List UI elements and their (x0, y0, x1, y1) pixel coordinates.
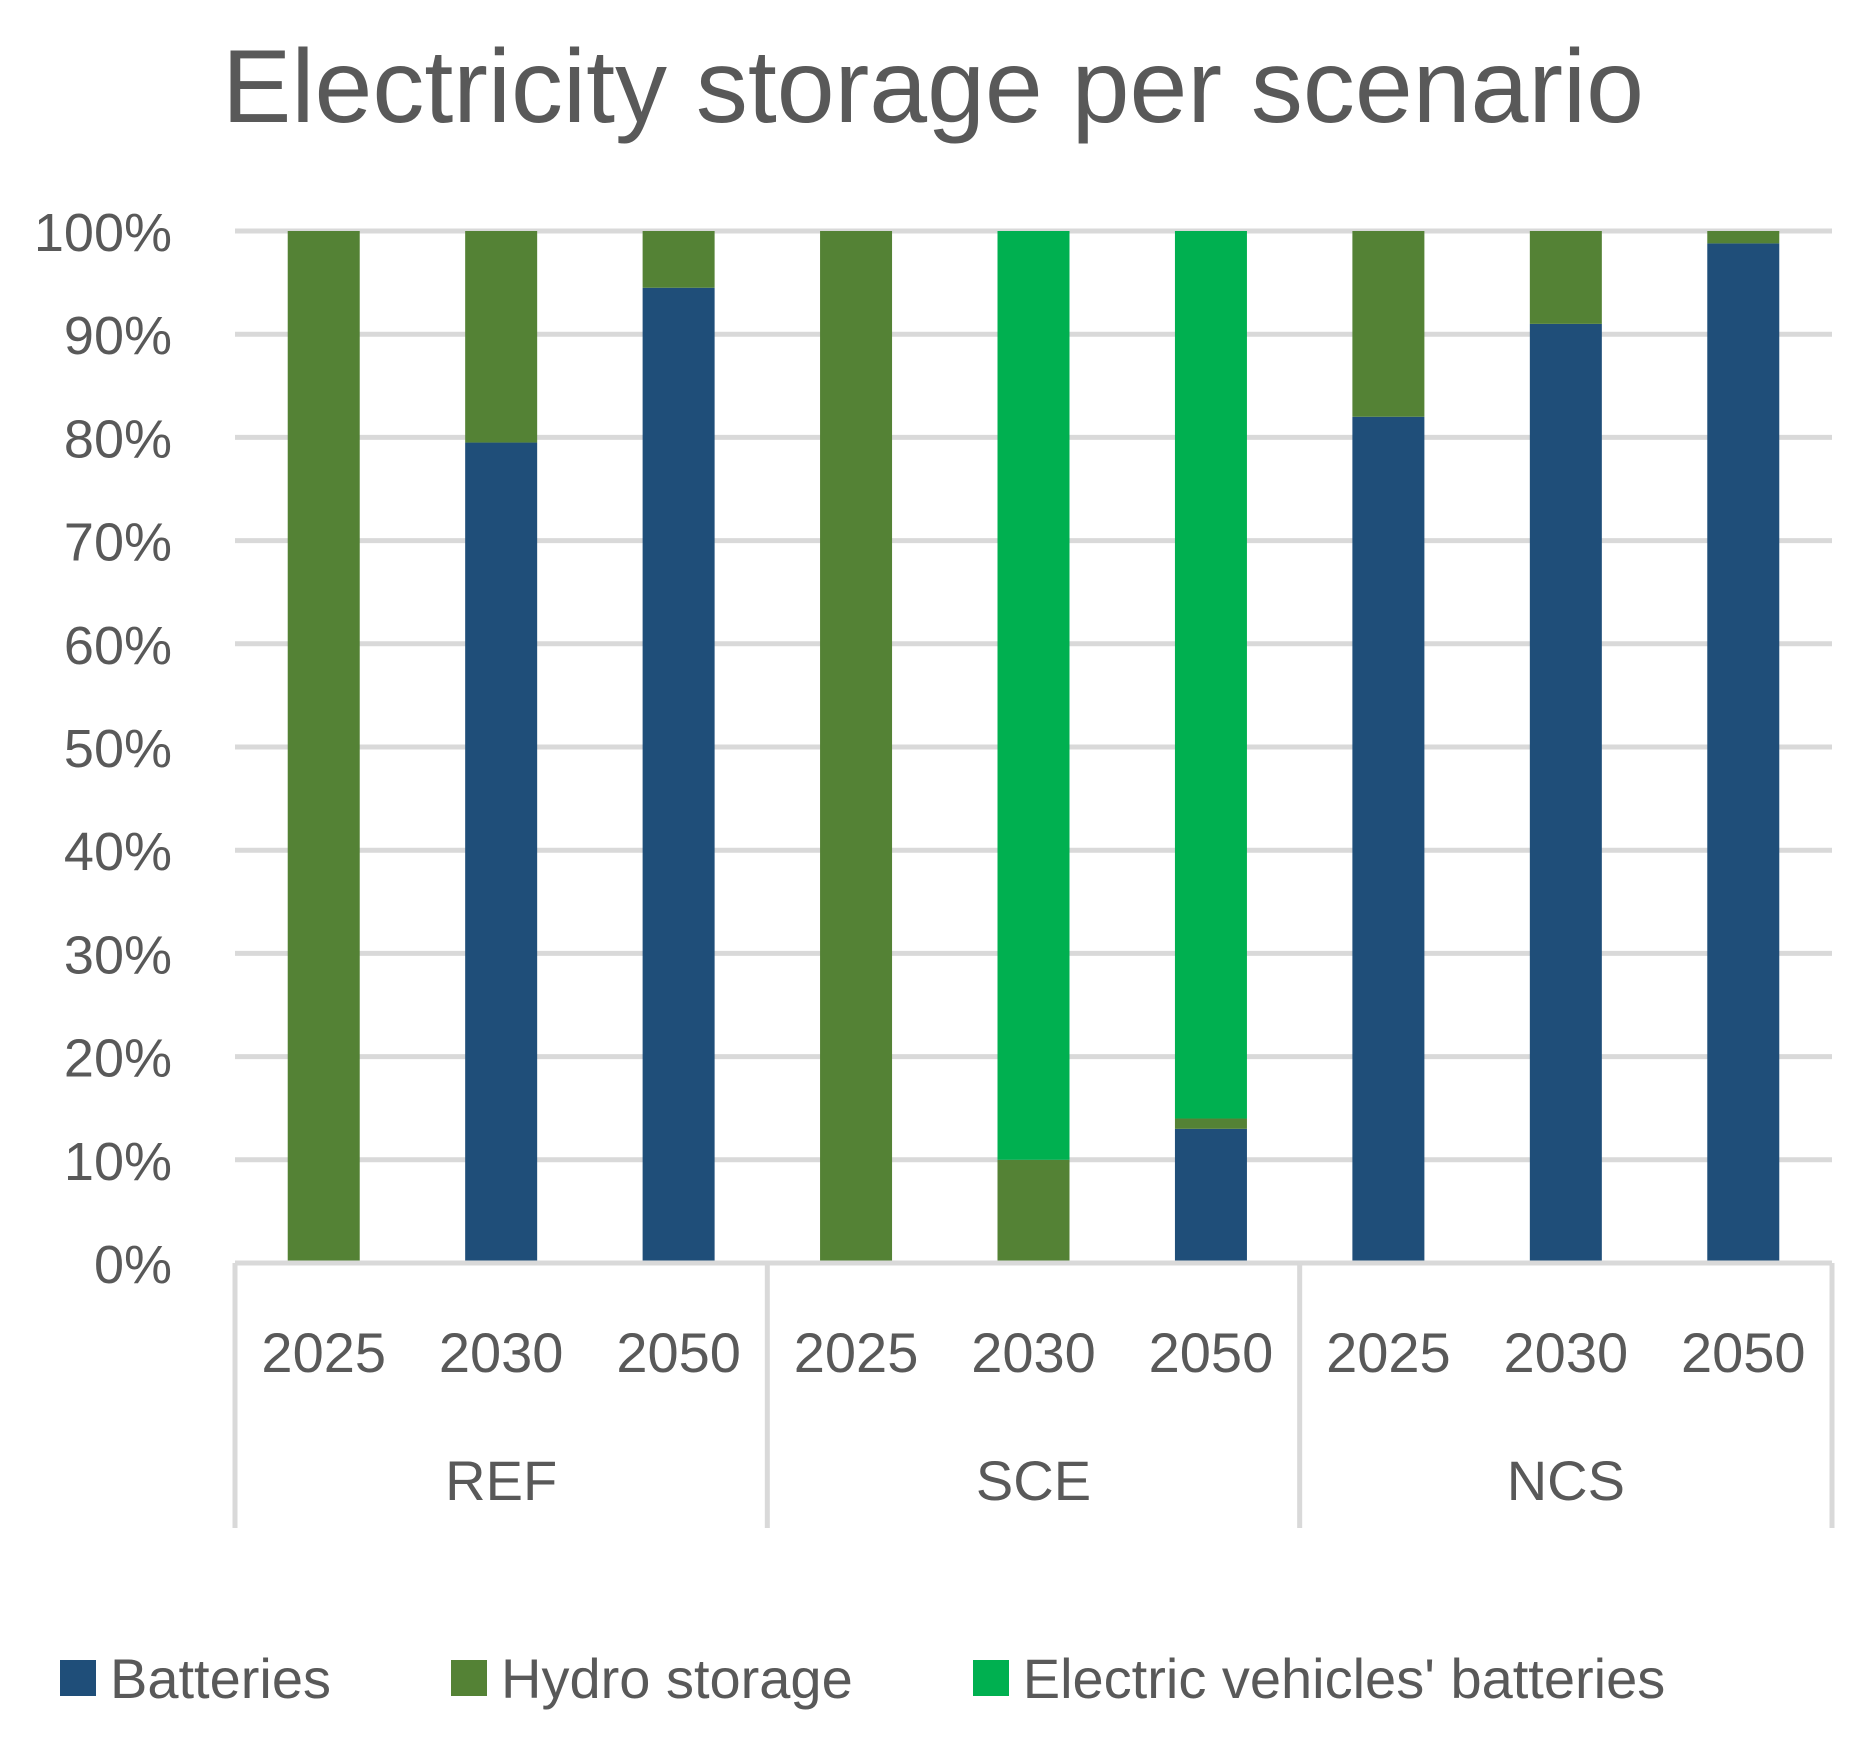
bar-segment (820, 231, 893, 1263)
group-label: REF (445, 1449, 557, 1512)
bar-segment (1352, 231, 1425, 417)
x-tick-label: 2050 (1149, 1321, 1274, 1384)
y-tick-label: 10% (64, 1132, 172, 1192)
axes (232, 1260, 1835, 1528)
legend-label: Electric vehicles' batteries (1022, 1646, 1666, 1710)
y-tick-label: 20% (64, 1029, 172, 1089)
legend-item: Electric vehicles' batteries (972, 1646, 1666, 1711)
y-tick-label: 30% (64, 925, 172, 985)
bar-segment (465, 442, 538, 1263)
y-tick-label: 0% (94, 1235, 172, 1295)
group-label: NCS (1507, 1449, 1625, 1512)
legend-item: Batteries (60, 1646, 331, 1711)
bar-segment (1174, 231, 1247, 1119)
legend-item: Hydro storage (451, 1646, 853, 1711)
y-tick-label: 60% (64, 616, 172, 676)
bars (287, 231, 1780, 1263)
bar-segment (1707, 231, 1780, 244)
y-tick-label: 90% (64, 306, 172, 366)
bar-segment (465, 231, 538, 443)
x-tick-label: 2030 (1504, 1321, 1629, 1384)
bar-segment (642, 287, 715, 1263)
bar-segment (1352, 416, 1425, 1263)
y-tick-label: 70% (64, 513, 172, 573)
legend-swatch (451, 1660, 487, 1696)
bar-segment (997, 1159, 1070, 1263)
bar-segment (1174, 1118, 1247, 1129)
group-label: SCE (976, 1449, 1091, 1512)
legend-swatch (60, 1660, 96, 1696)
y-tick-label: 40% (64, 822, 172, 882)
bar-segment (997, 231, 1070, 1160)
bar-segment (287, 231, 360, 1263)
bar-segment (1174, 1128, 1247, 1263)
x-tick-label: 2025 (261, 1321, 386, 1384)
legend: Batteries Hydro storage Electric vehicles'… (60, 1638, 1840, 1718)
x-tick-label: 2050 (1681, 1321, 1806, 1384)
x-tick-label: 2025 (1326, 1321, 1451, 1384)
legend-swatch (972, 1660, 1009, 1696)
chart-title: Electricity storage per scenario (222, 29, 1644, 145)
legend-label: Hydro storage (501, 1646, 853, 1710)
y-tick-label: 80% (64, 409, 172, 469)
x-tick-label: 2025 (794, 1321, 919, 1384)
legend-label: Batteries (110, 1646, 331, 1710)
tick-labels: 0% 10% 20% 30% 40% 50% 60% 70% 80% 90% 100% 2025 203… (34, 203, 1806, 1512)
x-tick-label: 2050 (616, 1321, 741, 1384)
bar-segment (642, 231, 715, 288)
bar-segment (1707, 243, 1780, 1263)
y-tick-label: 50% (64, 719, 172, 779)
bar-segment (1529, 231, 1602, 324)
x-tick-label: 2030 (971, 1321, 1096, 1384)
bar-segment (1529, 323, 1602, 1263)
y-tick-label: 100% (34, 203, 172, 263)
x-tick-label: 2030 (439, 1321, 564, 1384)
